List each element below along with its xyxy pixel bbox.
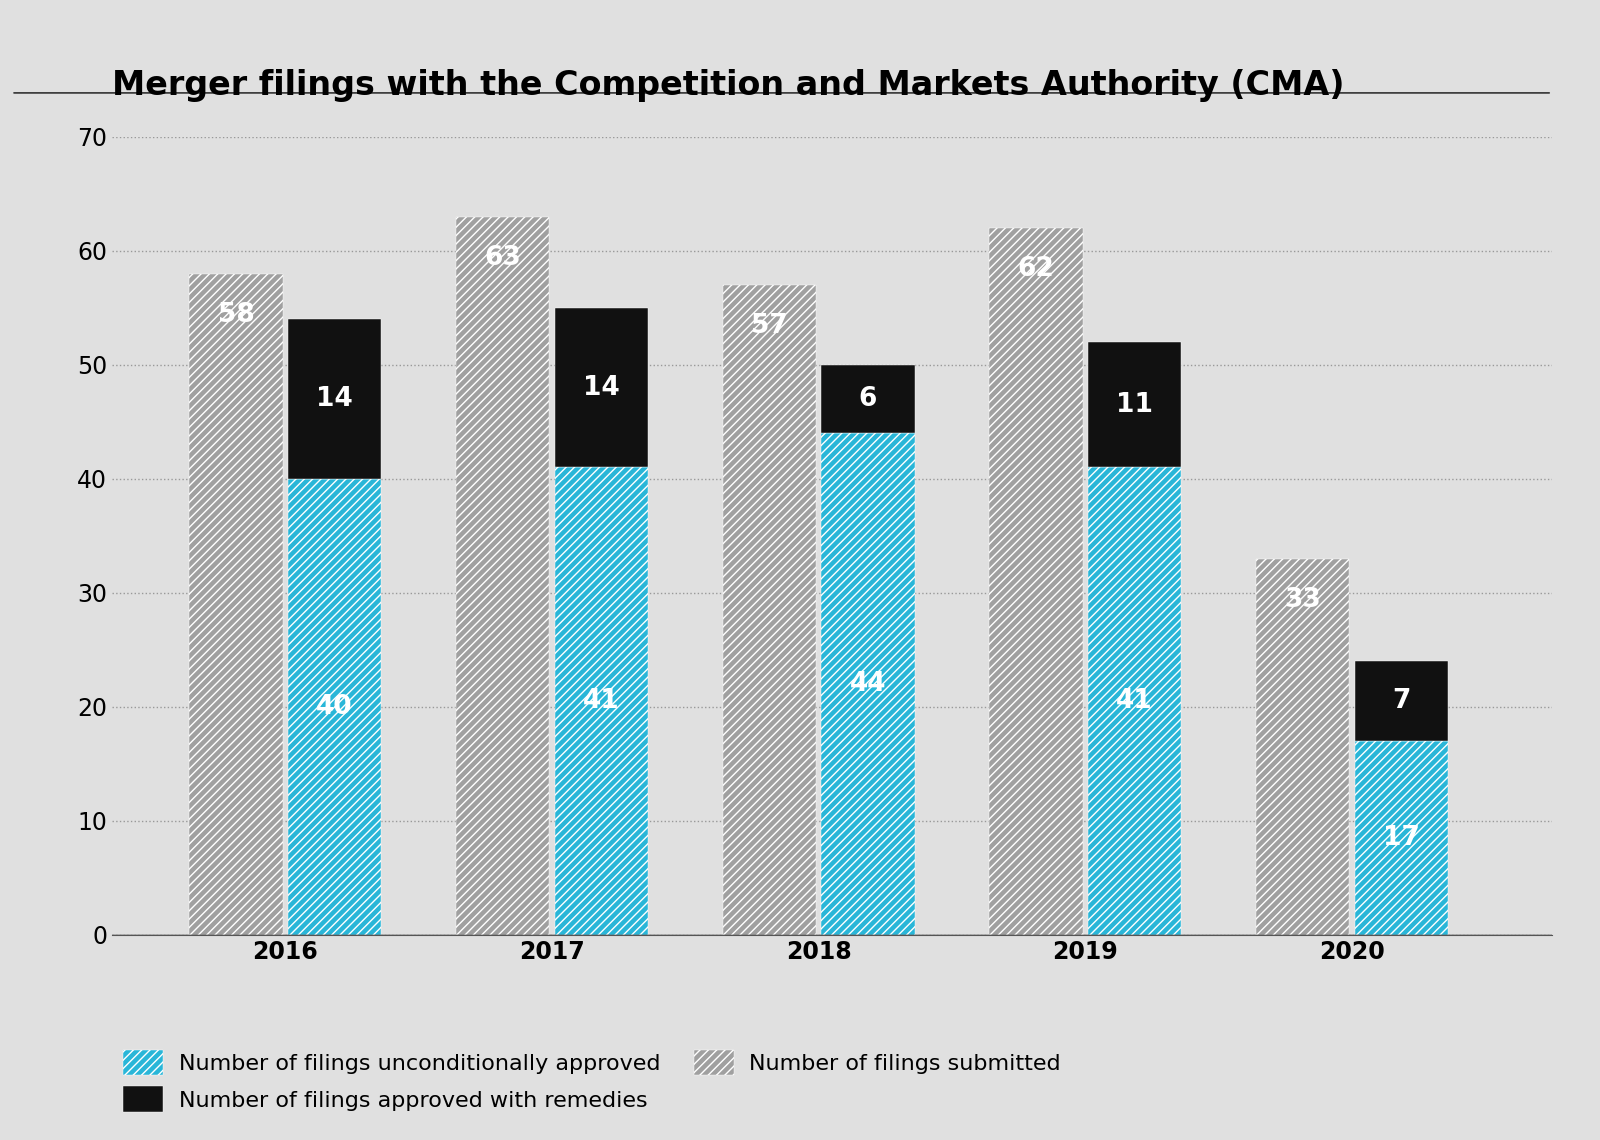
Bar (1355, 741, 1448, 935)
Bar (288, 479, 381, 935)
Bar (1355, 661, 1448, 741)
Bar (821, 365, 915, 433)
Bar (555, 467, 648, 935)
Bar (989, 228, 1083, 935)
Text: 58: 58 (218, 302, 254, 328)
Bar (456, 217, 549, 935)
Bar (723, 285, 816, 935)
Bar (1088, 467, 1181, 935)
Text: 41: 41 (582, 689, 619, 714)
Legend: Number of filings unconditionally approved, Number of filings approved with reme: Number of filings unconditionally approv… (123, 1050, 1061, 1113)
Text: Merger filings with the Competition and Markets Authority (CMA): Merger filings with the Competition and … (112, 70, 1344, 103)
Text: 7: 7 (1392, 689, 1411, 714)
Text: 62: 62 (1018, 256, 1054, 283)
Bar (1088, 342, 1181, 467)
Text: 57: 57 (750, 314, 787, 340)
Text: 40: 40 (317, 694, 354, 719)
Text: 44: 44 (850, 671, 886, 697)
Text: 17: 17 (1382, 825, 1419, 850)
Bar (555, 308, 648, 467)
Text: 6: 6 (859, 386, 877, 412)
Bar (821, 433, 915, 935)
Bar (288, 319, 381, 479)
Text: 11: 11 (1117, 392, 1154, 417)
Text: 14: 14 (317, 386, 354, 412)
Text: 41: 41 (1117, 689, 1154, 714)
Text: 33: 33 (1285, 587, 1322, 613)
Bar (189, 274, 283, 935)
Text: 14: 14 (582, 375, 619, 400)
Bar (1256, 559, 1349, 935)
Text: 63: 63 (485, 245, 522, 271)
